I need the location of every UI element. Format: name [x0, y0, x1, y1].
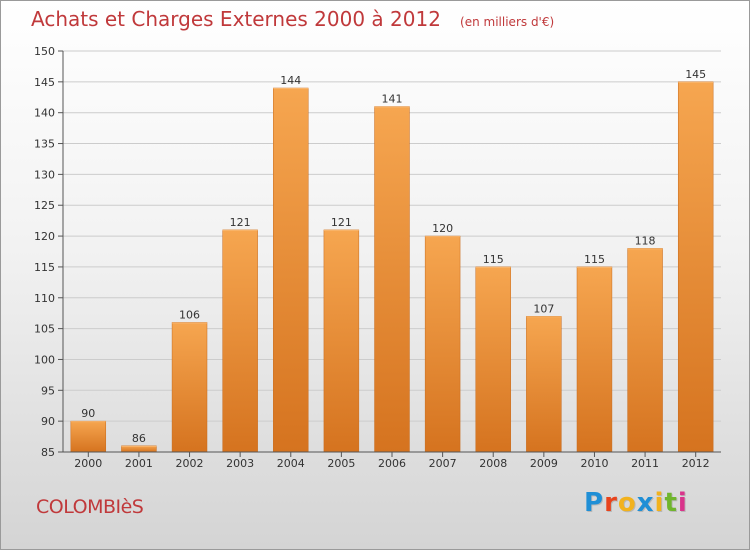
bar-2004 [273, 87, 309, 453]
x-tick-label-2005: 2005 [327, 457, 355, 470]
y-tick-label: 145 [34, 76, 55, 89]
value-label-2000: 90 [81, 407, 95, 420]
logo-letter: i [654, 488, 665, 518]
chart-title: Achats et Charges Externes 2000 à 2012 [31, 7, 441, 31]
bar-2012 [677, 81, 714, 453]
x-tick-label-2012: 2012 [682, 457, 710, 470]
y-tick-label: 120 [34, 230, 55, 243]
value-label-2009: 107 [533, 302, 554, 315]
x-tick-label-2002: 2002 [176, 457, 204, 470]
labels: 85 90 95 100 105 110 115 120 125 130 135 140 145 150 9… [34, 45, 710, 470]
chart-unit: (en milliers d'€) [460, 15, 555, 29]
commune-name: COLOMBIèS [36, 496, 144, 518]
value-label-2001: 86 [132, 432, 146, 445]
y-tick-label: 85 [41, 446, 55, 459]
logo-letter: x [636, 488, 655, 518]
value-label-2004: 144 [280, 74, 301, 87]
x-tick-label-2003: 2003 [226, 457, 254, 470]
bar-2002 [171, 322, 208, 453]
value-label-2008: 115 [483, 253, 504, 266]
y-tick-label: 110 [34, 292, 55, 305]
bar-2011 [627, 248, 663, 453]
bar-2007 [424, 235, 461, 453]
y-tick-label: 150 [34, 45, 55, 58]
value-label-2010: 115 [584, 253, 605, 266]
y-tick-label: 115 [34, 261, 55, 274]
bar-2008 [475, 266, 511, 453]
x-tick-label-2000: 2000 [74, 457, 102, 470]
y-tick-label: 100 [34, 353, 55, 366]
bars [70, 81, 714, 453]
bar-2009 [526, 316, 562, 453]
proxiti-logo: Proxiti [584, 488, 688, 518]
axes [58, 50, 721, 457]
value-label-2006: 141 [382, 93, 403, 106]
value-label-2002: 106 [179, 308, 200, 321]
y-tick-label: 125 [34, 199, 55, 212]
x-tick-label-2008: 2008 [479, 457, 507, 470]
logo-letter: o [617, 488, 637, 518]
value-label-2005: 121 [331, 216, 352, 229]
x-tick-label-2010: 2010 [580, 457, 608, 470]
title-line: Achats et Charges Externes 2000 à 2012 (… [31, 7, 554, 31]
y-tick-label: 135 [34, 138, 55, 151]
y-tick-label: 105 [34, 323, 55, 336]
logo-letter: P [584, 488, 605, 518]
x-tick-label-2007: 2007 [429, 457, 457, 470]
logo-letter: r [604, 488, 618, 518]
y-tick-label: 90 [41, 415, 55, 428]
bar-2005 [323, 229, 360, 453]
value-label-2007: 120 [432, 222, 453, 235]
x-tick-label-2004: 2004 [277, 457, 305, 470]
y-tick-label: 95 [41, 384, 55, 397]
logo-letter: i [677, 488, 688, 518]
y-tick-label: 130 [34, 168, 55, 181]
bar-2003 [222, 229, 258, 453]
bar-2010 [576, 266, 613, 453]
y-tick-label: 140 [34, 107, 55, 120]
x-tick-label-2001: 2001 [125, 457, 153, 470]
bar-2000 [70, 420, 107, 453]
x-tick-label-2011: 2011 [631, 457, 659, 470]
logo-letter: t [664, 488, 678, 518]
x-tick-label-2009: 2009 [530, 457, 558, 470]
value-label-2011: 118 [635, 234, 656, 247]
x-tick-label-2006: 2006 [378, 457, 406, 470]
value-label-2012: 145 [685, 68, 706, 81]
bar-2006 [374, 106, 410, 453]
value-label-2003: 121 [230, 216, 251, 229]
